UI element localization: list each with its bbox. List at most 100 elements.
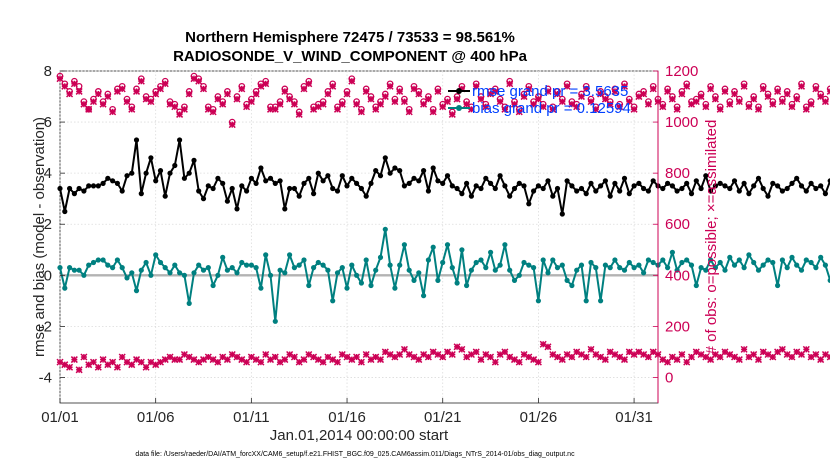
data-point	[564, 277, 570, 283]
data-point	[143, 259, 149, 266]
obs-assimilated-marker	[707, 85, 715, 93]
data-point	[468, 193, 474, 199]
data-point	[162, 193, 168, 199]
data-point	[693, 178, 699, 184]
obs-assimilated-marker	[491, 87, 499, 95]
obs-assimilated-marker	[171, 103, 179, 111]
obs-assimilated-marker	[740, 345, 748, 353]
data-point	[105, 175, 111, 181]
data-point	[650, 259, 656, 266]
obs-assimilated-marker	[133, 87, 141, 95]
obs-assimilated-marker	[812, 85, 820, 93]
data-point	[722, 183, 728, 189]
x-tick-label: 01/26	[520, 409, 558, 426]
obs-assimilated-marker	[802, 345, 810, 353]
data-point	[521, 259, 527, 266]
data-point	[358, 185, 364, 192]
data-point	[114, 180, 120, 186]
data-point	[746, 191, 752, 197]
obs-assimilated-marker	[94, 363, 102, 371]
data-point	[258, 165, 264, 171]
obs-assimilated-marker	[137, 77, 145, 85]
data-point	[641, 270, 647, 276]
data-point	[554, 185, 561, 192]
x-tick-label: 01/11	[233, 409, 269, 426]
data-point	[813, 265, 819, 271]
data-point	[794, 262, 800, 268]
data-point	[401, 183, 407, 189]
obs-assimilated-marker	[448, 110, 456, 118]
data-point	[688, 191, 695, 197]
obs-assimilated-marker	[510, 100, 519, 108]
obs-assimilated-marker	[482, 103, 490, 111]
obs-assimilated-marker	[338, 100, 346, 108]
data-point	[454, 280, 460, 286]
data-point	[755, 175, 762, 181]
data-point	[397, 168, 403, 174]
data-point	[67, 265, 73, 271]
obs-assimilated-marker	[745, 103, 753, 111]
data-point	[612, 257, 618, 263]
data-point	[502, 183, 508, 189]
data-point	[808, 180, 814, 186]
data-point	[344, 183, 350, 189]
data-point	[181, 175, 187, 181]
y-tick-label: -2	[39, 318, 52, 335]
obs-assimilated-marker	[171, 356, 179, 364]
data-point	[669, 183, 676, 189]
data-point	[516, 180, 522, 186]
data-point	[157, 168, 164, 174]
data-point	[334, 188, 341, 194]
data-point	[177, 137, 183, 143]
data-point	[803, 188, 809, 194]
data-point	[234, 206, 240, 212]
data-point	[330, 298, 336, 304]
data-point	[287, 185, 293, 192]
obs-assimilated-marker	[180, 105, 188, 113]
obs-assimilated-marker	[754, 356, 762, 364]
data-point	[157, 259, 164, 266]
obs-assimilated-marker	[400, 345, 408, 353]
data-point	[349, 175, 355, 181]
data-point	[301, 257, 307, 263]
data-point	[507, 193, 513, 199]
data-point	[421, 293, 427, 299]
obs-assimilated-marker	[826, 87, 830, 95]
data-point	[148, 272, 154, 278]
data-point	[296, 193, 302, 199]
data-point	[220, 254, 226, 260]
data-point	[358, 280, 364, 286]
data-point	[411, 175, 417, 181]
data-point	[449, 183, 455, 189]
data-point	[540, 257, 546, 263]
obs-assimilated-marker	[788, 103, 796, 111]
data-point	[397, 262, 403, 268]
data-point	[674, 188, 680, 194]
obs-assimilated-marker	[104, 93, 112, 101]
x-axis-label: Jan.01,2014 00:00:00 start	[270, 427, 449, 444]
obs-assimilated-marker	[754, 105, 762, 113]
data-point	[167, 170, 173, 176]
data-point	[478, 185, 484, 192]
data-point	[449, 265, 455, 271]
data-point	[110, 178, 116, 184]
obs-assimilated-marker	[70, 356, 78, 364]
data-point	[612, 180, 618, 186]
obs-assimilated-marker-stroke	[826, 90, 830, 95]
data-point	[818, 254, 824, 260]
obs-assimilated-marker	[247, 98, 255, 106]
obs-assimilated-marker	[644, 100, 652, 108]
obs-assimilated-marker	[319, 100, 327, 108]
obs-assimilated-marker	[195, 77, 203, 85]
data-point	[406, 180, 412, 186]
data-point	[698, 265, 704, 271]
data-point	[454, 185, 460, 192]
obs-assimilated-marker	[826, 353, 830, 361]
obs-assimilated-marker	[774, 87, 782, 95]
data-point	[129, 170, 135, 176]
data-point	[215, 175, 221, 181]
data-point	[645, 257, 652, 263]
data-point	[827, 277, 830, 283]
obs-assimilated-marker	[238, 85, 246, 93]
data-point	[162, 265, 168, 271]
